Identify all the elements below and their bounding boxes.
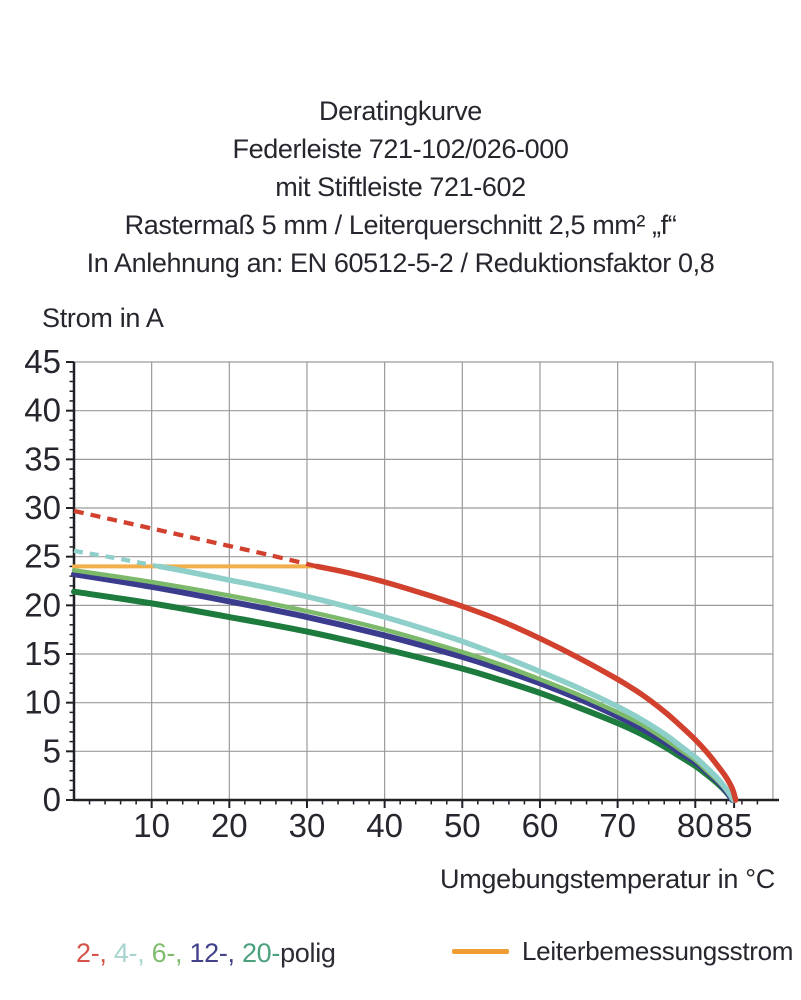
title-line-5: In Anlehnung an: EN 60512-5-2 / Reduktio… [86, 248, 715, 278]
poles-legend-item: 20- [241, 938, 281, 968]
curve-2-polig [314, 563, 739, 803]
curve-4-polig [156, 563, 737, 803]
x-tick-label: 30 [289, 807, 326, 844]
title-line-1: Deratingkurve [319, 96, 482, 126]
curve-4-polig-dashed [73, 548, 160, 569]
chart-title-block: Deratingkurve Federleiste 721-102/026-00… [0, 92, 801, 282]
y-tick-label: 35 [24, 440, 61, 477]
y-tick-label: 45 [24, 343, 61, 380]
poles-legend-item: polig [280, 938, 336, 968]
curve-2-polig-dashed [73, 508, 318, 569]
poles-legend: 2-, 4-, 6-, 12-, 20-polig [76, 938, 336, 969]
x-tick-label: 40 [366, 807, 403, 844]
title-line-2: Federleiste 721-102/026-000 [232, 134, 569, 164]
legend-row: 2-, 4-, 6-, 12-, 20-polig Leiterbemessun… [0, 936, 801, 976]
x-tick-label: 50 [444, 807, 481, 844]
poles-legend-item: 2-, [76, 938, 114, 968]
poles-legend-item: 6-, [151, 938, 190, 968]
rated-current-label: Leiterbemessungsstrom [522, 936, 794, 966]
x-tick-label: 70 [599, 807, 636, 844]
y-tick-label: 20 [24, 586, 61, 623]
y-tick-label: 5 [43, 732, 61, 769]
poles-legend-item: 4-, [113, 938, 152, 968]
poles-legend-item: 12-, [189, 938, 242, 968]
y-tick-label: 15 [24, 635, 61, 672]
rated-current-swatch [452, 949, 509, 954]
x-tick-label: 80 [677, 807, 714, 844]
rated-current-legend: Leiterbemessungsstrom [452, 936, 793, 967]
title-line-4: Rastermaß 5 mm / Leiterquerschnitt 2,5 m… [124, 210, 677, 240]
derating-curve-chart: 0 5 10 15 20 25 30 35 40 45 10 20 30 40 50 60 70 80 85 [24, 343, 779, 844]
x-tick-label: 85 [716, 807, 753, 844]
y-tick-label: 30 [24, 489, 61, 526]
y-tick-label: 25 [24, 538, 61, 575]
x-tick-label: 20 [211, 807, 248, 844]
y-tick-label: 10 [24, 684, 61, 721]
x-axis-title: Umgebungstemperatur in °C [440, 864, 775, 894]
x-tick-label: 10 [133, 807, 170, 844]
title-line-3: mit Stiftleiste 721-602 [275, 172, 526, 202]
y-tick-label: 0 [43, 781, 61, 818]
y-tick-label: 40 [24, 392, 61, 429]
y-axis-title: Strom in A [42, 303, 164, 333]
x-tick-label: 60 [522, 807, 559, 844]
